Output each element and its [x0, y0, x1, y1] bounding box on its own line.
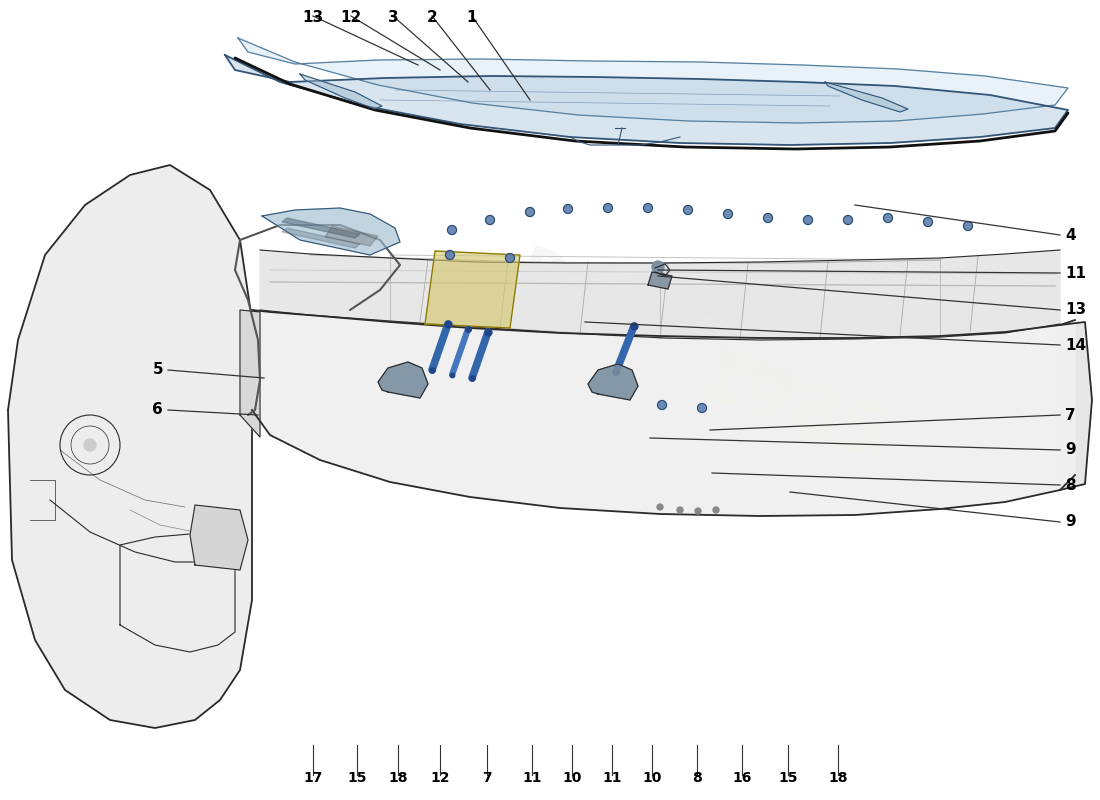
Circle shape	[506, 254, 515, 262]
Text: 3: 3	[387, 10, 398, 25]
Polygon shape	[282, 228, 360, 248]
Circle shape	[964, 222, 972, 230]
Circle shape	[526, 207, 535, 217]
Text: 7: 7	[1065, 407, 1076, 422]
Polygon shape	[226, 55, 1068, 145]
Polygon shape	[260, 250, 1060, 340]
Polygon shape	[425, 251, 520, 328]
Polygon shape	[252, 310, 1075, 516]
Circle shape	[563, 205, 572, 214]
Text: since: since	[713, 341, 806, 399]
Circle shape	[763, 214, 772, 222]
Text: 15: 15	[779, 771, 798, 785]
Polygon shape	[262, 208, 400, 255]
Polygon shape	[324, 226, 378, 246]
Circle shape	[713, 507, 719, 513]
Circle shape	[652, 261, 664, 273]
Circle shape	[683, 206, 693, 214]
Polygon shape	[300, 74, 382, 109]
Text: 13: 13	[302, 10, 323, 25]
Circle shape	[924, 218, 933, 226]
Text: 17: 17	[304, 771, 322, 785]
Circle shape	[604, 203, 613, 213]
Polygon shape	[648, 272, 672, 289]
Text: 6: 6	[152, 402, 163, 418]
Polygon shape	[190, 505, 248, 570]
Text: 12: 12	[340, 10, 362, 25]
Circle shape	[676, 507, 683, 513]
Text: 8: 8	[1065, 478, 1076, 493]
Text: 11: 11	[1065, 266, 1086, 281]
Polygon shape	[1060, 322, 1092, 490]
Circle shape	[485, 215, 495, 225]
Text: 10: 10	[642, 771, 662, 785]
Text: 18: 18	[388, 771, 408, 785]
Text: 12: 12	[430, 771, 450, 785]
Text: 2: 2	[427, 10, 438, 25]
Polygon shape	[282, 218, 360, 238]
Text: 1985: 1985	[684, 343, 896, 477]
Circle shape	[658, 401, 667, 410]
Text: 5: 5	[153, 362, 163, 378]
Text: 9: 9	[1065, 442, 1076, 458]
Circle shape	[446, 250, 454, 259]
Text: 1: 1	[466, 10, 477, 25]
Text: 4: 4	[1065, 227, 1076, 242]
Text: 9: 9	[1065, 514, 1076, 530]
Circle shape	[883, 214, 892, 222]
Circle shape	[803, 215, 813, 225]
Polygon shape	[240, 310, 260, 437]
Circle shape	[724, 210, 733, 218]
Circle shape	[695, 508, 701, 514]
Circle shape	[697, 403, 706, 413]
Text: 15: 15	[348, 771, 366, 785]
Text: 16: 16	[733, 771, 751, 785]
Text: 11: 11	[603, 771, 622, 785]
Circle shape	[84, 439, 96, 451]
Circle shape	[844, 215, 852, 225]
Text: PartsFPS: PartsFPS	[510, 242, 810, 398]
Text: 13: 13	[1065, 302, 1086, 318]
Polygon shape	[238, 38, 1068, 123]
Text: 14: 14	[1065, 338, 1086, 353]
Polygon shape	[825, 82, 908, 112]
Text: 7: 7	[482, 771, 492, 785]
Circle shape	[448, 226, 456, 234]
Polygon shape	[588, 364, 638, 400]
Polygon shape	[8, 165, 252, 728]
Circle shape	[657, 504, 663, 510]
Text: 10: 10	[562, 771, 582, 785]
Text: a: a	[632, 268, 648, 292]
Polygon shape	[378, 362, 428, 398]
Text: 18: 18	[828, 771, 848, 785]
Text: 11: 11	[522, 771, 541, 785]
Text: 8: 8	[692, 771, 702, 785]
Circle shape	[644, 203, 652, 213]
